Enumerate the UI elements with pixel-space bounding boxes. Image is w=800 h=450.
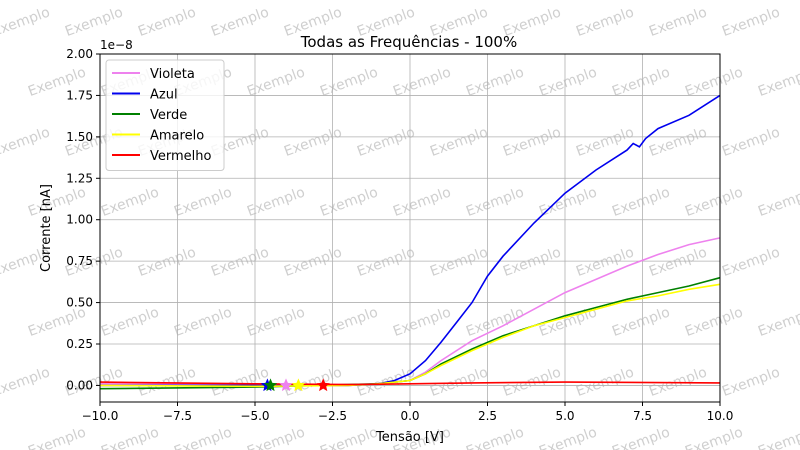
y-tick-label: 0.75: [66, 254, 93, 268]
x-tick-label: −5.0: [240, 409, 269, 423]
legend: Violeta Azul Verde Amarelo Vermelho: [105, 59, 225, 171]
legend-label: Verde: [150, 108, 187, 123]
x-axis-label: Tensão [V]: [375, 430, 444, 445]
x-axis-ticks: −10.0 −7.5 −5.0 −2.5 0.0 2.5 5.0 7.5 10.0: [82, 402, 734, 423]
y-tick-label: 2.00: [66, 47, 93, 61]
series-marker-violeta: [279, 378, 293, 392]
legend-label: Vermelho: [150, 149, 212, 164]
legend-label: Violeta: [150, 67, 195, 82]
series-markers: [260, 378, 330, 392]
x-tick-label: 7.5: [633, 409, 652, 423]
x-tick-label: 5.0: [555, 409, 574, 423]
x-tick-label: 2.5: [478, 409, 497, 423]
legend-frame: [105, 59, 225, 171]
series-marker-vermelho: [316, 378, 330, 392]
series-lines: [99, 94, 721, 390]
y-tick-label: 0.50: [66, 296, 93, 310]
y-tick-label: 1.00: [66, 213, 93, 227]
x-tick-label: 0.0: [400, 409, 419, 423]
series-line-azul: [100, 94, 721, 387]
y-axis-ticks: 0.00 0.25 0.50 0.75 1.00 1.25 1.50 1.75 2.00: [66, 47, 100, 392]
y-tick-label: 1.50: [66, 130, 93, 144]
x-tick-label: 10.0: [707, 409, 734, 423]
y-tick-label: 1.25: [66, 171, 93, 185]
y-tick-label: 1.75: [66, 88, 93, 102]
y-axis-label: Corrente [nA]: [39, 184, 54, 272]
series-line-vermelho: [99, 381, 721, 386]
x-tick-label: −10.0: [82, 409, 119, 423]
y-tick-label: 0.25: [66, 337, 93, 351]
legend-label: Azul: [150, 88, 178, 103]
chart-title: Todas as Frequências - 100%: [300, 33, 517, 51]
legend-label: Amarelo: [150, 129, 204, 144]
series-marker-amarelo: [291, 378, 306, 392]
x-tick-label: −2.5: [318, 409, 347, 423]
series-marker-verde: [263, 378, 278, 392]
y-offset-label: 1e−8: [100, 38, 133, 52]
y-tick-label: 0.00: [66, 378, 93, 392]
x-tick-label: −7.5: [163, 409, 192, 423]
